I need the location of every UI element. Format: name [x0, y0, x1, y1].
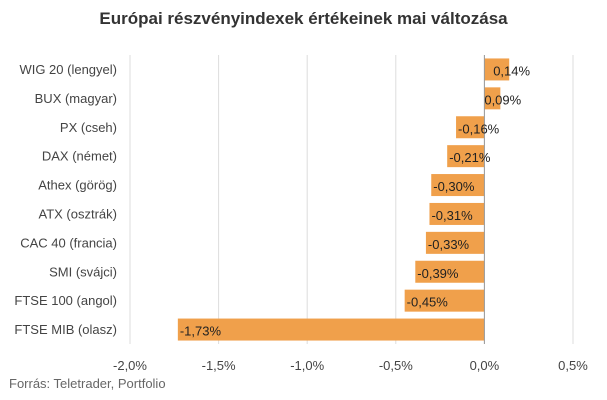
bar: [177, 318, 485, 341]
bar: [484, 87, 501, 110]
category-label: CAC 40 (francia): [20, 235, 117, 250]
bar: [447, 145, 485, 168]
bar: [404, 289, 485, 312]
category-label: FTSE MIB (olasz): [14, 322, 117, 337]
category-label: Athex (görög): [38, 178, 117, 193]
data-label: -0,16%: [458, 121, 500, 136]
category-label: DAX (német): [42, 149, 117, 164]
source-note: Forrás: Teletrader, Portfolio: [9, 376, 166, 391]
data-label: -0,33%: [428, 237, 470, 252]
category-label: FTSE 100 (angol): [14, 293, 117, 308]
bars: [177, 58, 510, 341]
category-labels: WIG 20 (lengyel) BUX (magyar) PX (cseh) DAX…: [14, 62, 117, 337]
bar: [429, 202, 485, 225]
x-tick-label: -1,5%: [202, 358, 236, 373]
x-tick-label: -1,0%: [290, 358, 324, 373]
category-label: WIG 20 (lengyel): [19, 62, 117, 77]
data-label: -0,21%: [449, 150, 491, 165]
bar: [415, 260, 485, 283]
data-label: -0,31%: [431, 208, 473, 223]
x-tick-label: 0,0%: [470, 358, 500, 373]
bar: [456, 116, 485, 139]
bar: [484, 58, 510, 81]
chart-title: Európai részvényindexek értékeinek mai v…: [99, 9, 508, 28]
x-tick-label: -0,5%: [379, 358, 413, 373]
category-label: SMI (svájci): [49, 264, 117, 279]
bar: [425, 231, 485, 254]
x-tick-labels: -2,0% -1,5% -1,0% -0,5% 0,0% 0,5%: [113, 358, 588, 373]
x-tick-label: -2,0%: [113, 358, 147, 373]
data-label: -0,39%: [417, 266, 459, 281]
data-label: -0,30%: [433, 179, 475, 194]
data-label: -1,73%: [180, 324, 222, 339]
bar: [431, 174, 485, 197]
category-label: BUX (magyar): [35, 91, 117, 106]
x-tick-label: 0,5%: [558, 358, 588, 373]
data-labels: 0,14% 0,09% -0,16% -0,21% -0,30% -0,31% -0,33%…: [180, 63, 531, 338]
data-label: -0,45%: [407, 295, 449, 310]
category-label: ATX (osztrák): [39, 206, 118, 221]
data-label: 0,14%: [493, 63, 530, 78]
category-label: PX (cseh): [60, 120, 117, 135]
data-label: 0,09%: [484, 92, 521, 107]
